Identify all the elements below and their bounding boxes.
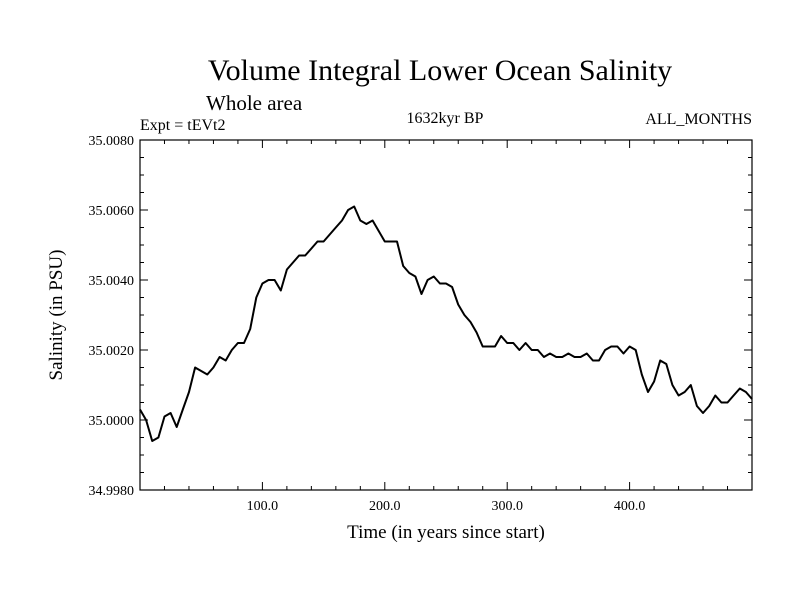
salinity-series-line	[139, 205, 753, 442]
x-tick-label: 100.0	[247, 499, 279, 514]
time-period-label: 1632kyr BP	[407, 110, 484, 127]
y-tick-label: 35.0080	[89, 134, 135, 149]
x-tick-label: 200.0	[369, 499, 401, 514]
x-tick-label: 400.0	[614, 499, 646, 514]
y-tick-label: 35.0040	[89, 274, 135, 289]
y-axis-ticks: 34.9980 35.0000 35.0020 35.0040 35.0060 35.00…	[89, 134, 752, 499]
y-tick-label: 35.0020	[89, 344, 135, 359]
y-tick-label: 35.0060	[89, 204, 135, 219]
x-axis-ticks: 100.0 200.0 300.0 400.0	[163, 140, 729, 514]
x-tick-label: 300.0	[491, 499, 523, 514]
months-label: ALL_MONTHS	[645, 111, 752, 128]
chart-subtitle: Whole area	[206, 91, 303, 115]
y-axis-label: Salinity (in PSU)	[46, 250, 67, 381]
plot-frame	[139, 139, 753, 491]
y-tick-label: 35.0000	[89, 414, 135, 429]
y-tick-label: 34.9980	[89, 484, 135, 499]
chart-title: Volume Integral Lower Ocean Salinity	[208, 54, 672, 87]
experiment-label: Expt = tEVt2	[140, 117, 225, 134]
x-axis-label: Time (in years since start)	[347, 522, 545, 543]
